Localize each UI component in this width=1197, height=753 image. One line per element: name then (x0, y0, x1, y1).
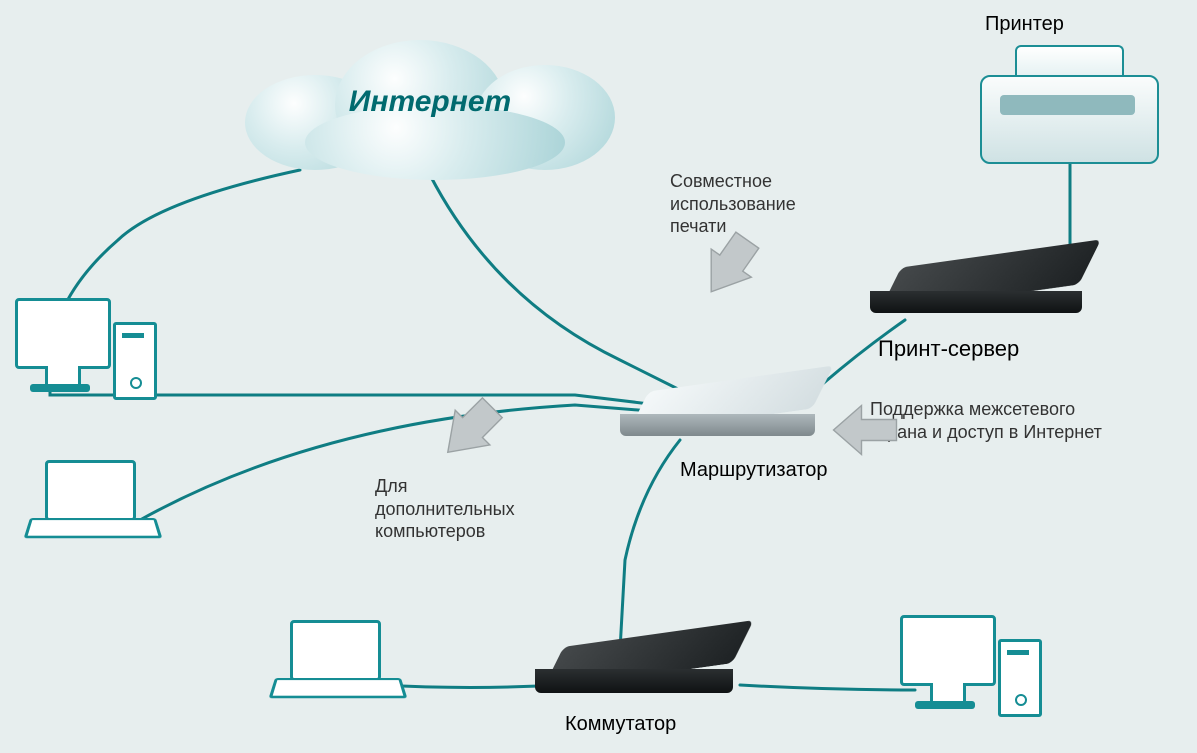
internet-cloud: Интернет (245, 30, 615, 180)
flow-arrow-icon (426, 386, 525, 485)
print-server-label: Принт-сервер (878, 335, 1019, 363)
desktop-pc-icon (900, 615, 1040, 715)
firewall-note: Поддержка межсетевого экрана и доступ в … (870, 398, 1102, 443)
printer-icon (980, 45, 1155, 160)
laptop-icon (30, 460, 150, 540)
flow-arrow-icon (830, 395, 900, 465)
cloud-label: Интернет (245, 85, 615, 119)
desktop-pc-icon (15, 298, 155, 398)
router-label: Маршрутизатор (680, 458, 827, 483)
extra-pcs-note: Для дополнительных компьютеров (375, 475, 515, 543)
switch-device (535, 635, 750, 700)
switch-label: Коммутатор (565, 712, 676, 737)
print-server-device (870, 255, 1100, 325)
printer-label: Принтер (985, 12, 1064, 37)
router-device (620, 380, 830, 445)
laptop-icon (275, 620, 395, 700)
